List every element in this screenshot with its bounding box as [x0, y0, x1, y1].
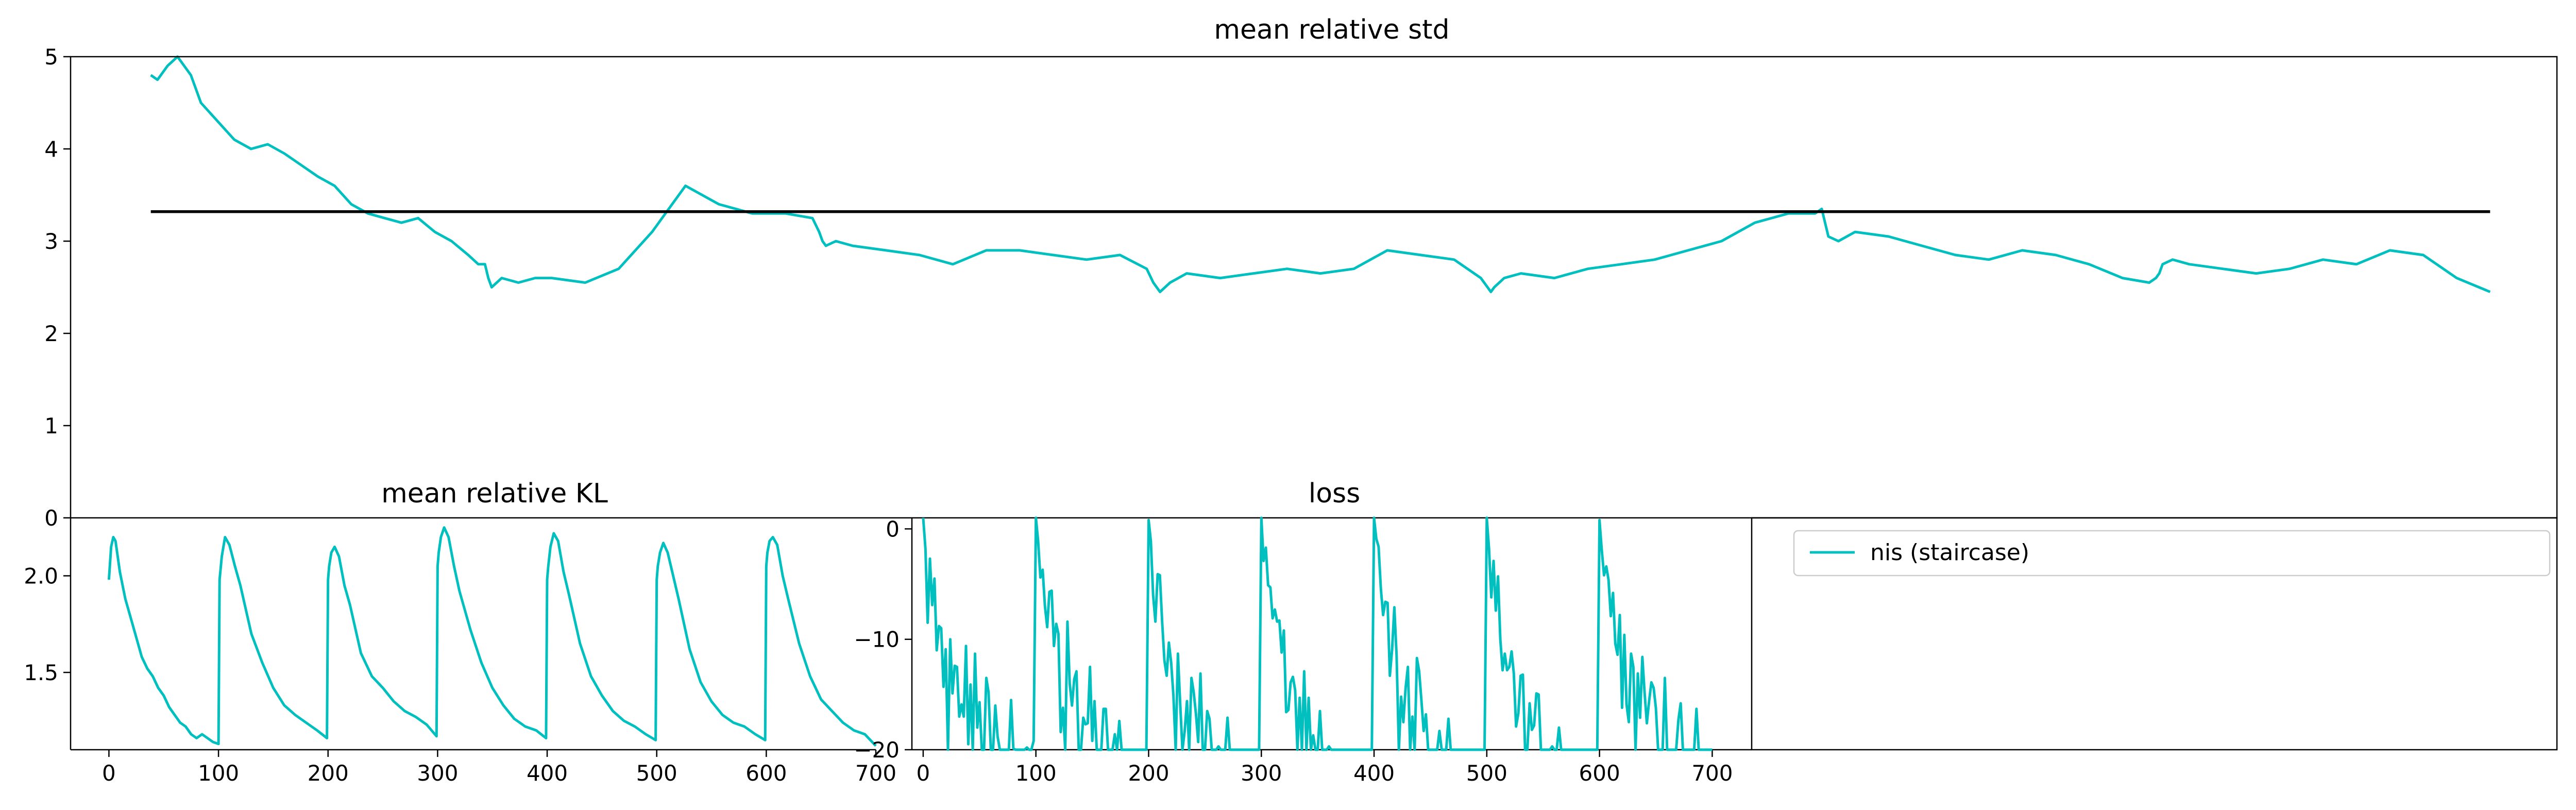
- kl-y-tick-label: 2.0: [24, 564, 58, 589]
- panel-mean-relative-kl: mean relative KL 2.0 1.5 0 100 200 300 400 500 6…: [24, 478, 896, 786]
- loss-y-tick-label: 0: [886, 516, 900, 542]
- panel-mean-relative-std: mean relative std 0 1 2 3 4 5: [44, 14, 2558, 531]
- legend-axes-frame: [1751, 517, 2558, 751]
- kl-plot-area: [107, 526, 877, 747]
- legend-box: [1793, 530, 2551, 577]
- loss-x-tick-label: 600: [1579, 761, 1620, 786]
- loss-x-tick-label: 0: [917, 761, 930, 786]
- loss-x-tick-label: 400: [1353, 761, 1395, 786]
- loss-y-tick-label: −20: [854, 737, 900, 763]
- kl-x-tick-label: 300: [417, 761, 458, 786]
- kl-y-tick-label: 1.5: [24, 660, 58, 685]
- std-y-tick-label: 3: [44, 229, 58, 254]
- kl-x-tick-label: 500: [636, 761, 677, 786]
- kl-axes-ticks: 2.0 1.5 0 100 200 300 400 500 600 700: [24, 518, 896, 786]
- loss-chart-title: loss: [1309, 478, 1360, 509]
- loss-y-tick-label: −10: [854, 627, 900, 652]
- loss-x-tick-label: 500: [1466, 761, 1507, 786]
- kl-x-tick-label: 700: [855, 761, 896, 786]
- kl-x-tick-label: 200: [308, 761, 349, 786]
- kl-x-tick-label: 400: [527, 761, 568, 786]
- std-y-tick-label: 5: [44, 44, 58, 70]
- kl-x-tick-label: 600: [745, 761, 787, 786]
- loss-axes-ticks: 0 −10 −20 0 100 200 300 400 500 600 700: [854, 516, 1752, 786]
- loss-plot-area: [922, 516, 1713, 751]
- loss-x-tick-label: 200: [1128, 761, 1169, 786]
- std-y-tick-label: 1: [44, 413, 58, 438]
- std-y-tick-label: 4: [44, 137, 58, 162]
- panel-loss: loss 0 −10 −20 0 100 200 300 400 500 600 700: [854, 478, 1752, 786]
- std-y-tick-label: 2: [44, 321, 58, 346]
- std-plot-area: [150, 55, 2491, 293]
- loss-x-tick-label: 300: [1241, 761, 1282, 786]
- kl-x-tick-label: 100: [198, 761, 239, 786]
- kl-series-line: [107, 526, 877, 747]
- kl-chart-title: mean relative KL: [381, 478, 608, 509]
- loss-series-line: [922, 516, 1713, 751]
- legend-label: nis (staircase): [1870, 539, 2029, 566]
- std-chart-title: mean relative std: [1214, 14, 1449, 45]
- panel-legend: nis (staircase): [1751, 517, 2558, 751]
- loss-x-tick-label: 100: [1015, 761, 1057, 786]
- loss-x-tick-label: 700: [1691, 761, 1733, 786]
- std-y-axis: 0 1 2 3 4 5: [44, 44, 71, 531]
- kl-x-tick-label: 0: [102, 761, 116, 786]
- std-axes-frame: [70, 56, 2558, 519]
- std-y-tick-label: 0: [44, 505, 58, 531]
- std-series-line: [150, 55, 2491, 293]
